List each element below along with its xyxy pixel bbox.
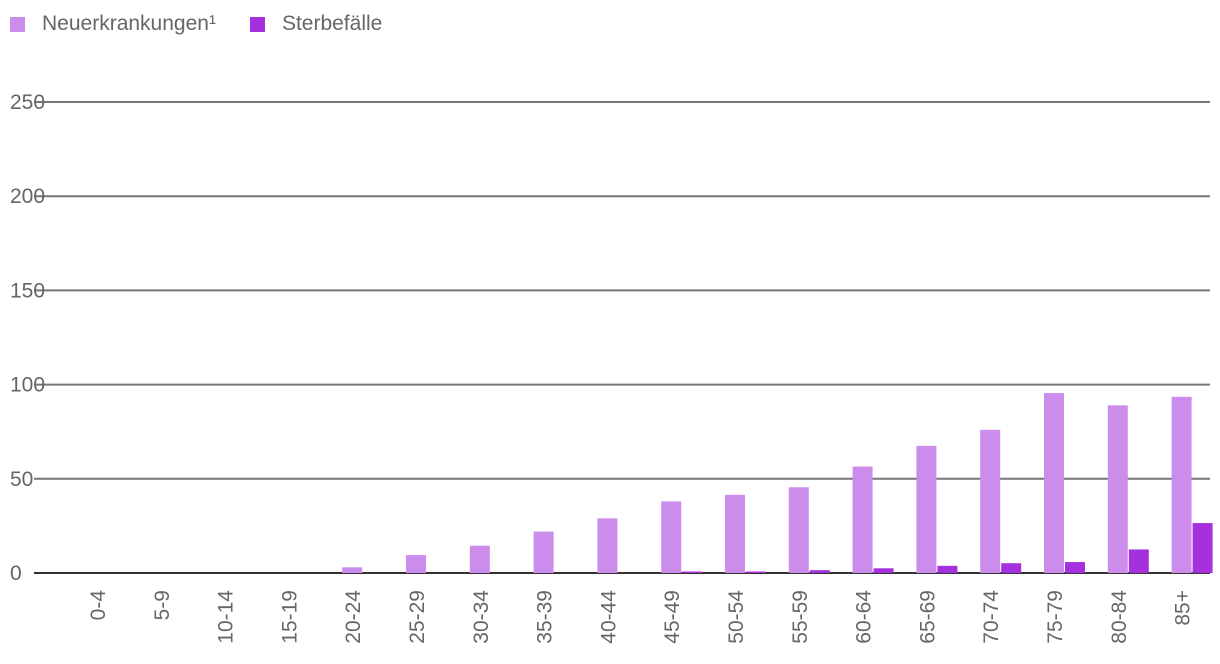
bar-series-2-70-74 (1001, 563, 1022, 573)
bar-series-1-25-29 (406, 555, 426, 573)
bar-series-2-65-69 (937, 565, 958, 573)
x-tick-label: 45-49 (661, 590, 684, 644)
legend-label-series-2: Sterbefälle (281, 12, 383, 35)
bar-series-1-40-44 (597, 518, 618, 573)
x-tick-label: 80-84 (1108, 590, 1131, 644)
legend-swatch-series-1 (10, 16, 25, 32)
y-tick-label: 250 (10, 91, 45, 114)
y-tick-label: 100 (10, 374, 45, 397)
bar-series-1-55-59 (788, 487, 809, 573)
x-tick-label: 30-34 (470, 590, 493, 644)
legend-swatch-series-2 (249, 16, 265, 32)
bar-series-2-75-79 (1065, 562, 1085, 573)
x-tick-label: 10-14 (215, 590, 238, 644)
x-tick-label: 35-39 (534, 590, 557, 644)
legend-item-series-1: Neuerkrankungen¹ (10, 12, 216, 36)
bar-series-1-35-39 (533, 531, 554, 573)
bar-series-1-75-79 (1044, 393, 1064, 573)
bar-series-2-45-49 (682, 571, 703, 573)
bar-series-1-50-54 (725, 494, 745, 573)
bar-series-1-30-34 (469, 545, 490, 573)
bar-series-1-20-24 (342, 567, 363, 573)
bar-series-2-55-59 (809, 570, 830, 573)
bar-series-1-80-84 (1107, 405, 1128, 573)
legend-item-series-2: Sterbefälle (249, 12, 383, 36)
x-tick-label: 70-74 (980, 590, 1003, 644)
x-tick-label: 40-44 (597, 590, 620, 644)
chart-legend: Neuerkrankungen¹ Sterbefälle (10, 12, 416, 36)
y-tick-label: 200 (10, 185, 45, 208)
bar-series-1-65-69 (916, 445, 937, 573)
bar-series-2-80-84 (1128, 549, 1149, 573)
bar-series-1-85+ (1171, 396, 1192, 573)
y-tick-label: 150 (10, 279, 45, 302)
x-tick-label: 50-54 (725, 590, 748, 644)
bar-series-2-60-64 (873, 568, 894, 573)
x-tick-label: 15-19 (278, 590, 301, 644)
x-tick-label: 0-4 (87, 590, 110, 621)
x-tick-label: 85+ (1172, 590, 1195, 626)
x-tick-label: 65-69 (916, 590, 939, 644)
bar-series-1-70-74 (980, 429, 1001, 573)
legend-label-series-1: Neuerkrankungen¹ (42, 12, 216, 35)
x-tick-label: 75-79 (1044, 590, 1067, 644)
y-tick-label: 0 (10, 562, 22, 585)
bar-series-1-60-64 (852, 466, 873, 573)
x-tick-label: 60-64 (853, 590, 876, 644)
bar-series-2-85+ (1192, 523, 1213, 573)
bar-series-2-50-54 (746, 571, 766, 573)
x-tick-label: 20-24 (342, 590, 365, 644)
x-tick-label: 55-59 (789, 590, 812, 644)
x-tick-label: 25-29 (406, 590, 429, 644)
y-tick-label: 50 (10, 468, 33, 491)
x-tick-label: 5-9 (151, 590, 174, 620)
bar-series-1-45-49 (661, 501, 682, 573)
